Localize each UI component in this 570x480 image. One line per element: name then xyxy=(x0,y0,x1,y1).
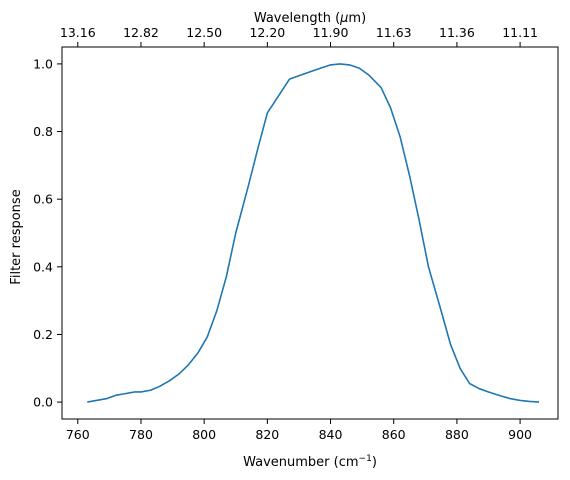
top-tick-label: 13.16 xyxy=(60,25,96,40)
y-tick-label: 0.8 xyxy=(33,124,53,139)
top-tick-label: 11.11 xyxy=(502,25,538,40)
top-tick-label: 12.20 xyxy=(249,25,285,40)
y-tick-label: 0.2 xyxy=(33,327,53,342)
x-tick-label: 880 xyxy=(445,427,469,442)
top-tick-label: 11.63 xyxy=(376,25,412,40)
x-axis-ticks: 760 780 800 820 840 860 880 900 xyxy=(66,419,532,442)
x-tick-label: 840 xyxy=(319,427,343,442)
x-tick-label: 900 xyxy=(508,427,532,442)
y-tick-label: 1.0 xyxy=(33,56,53,71)
x-tick-label: 860 xyxy=(382,427,406,442)
top-tick-label: 12.50 xyxy=(186,25,222,40)
top-tick-label: 11.90 xyxy=(313,25,349,40)
x-axis-label: Wavenumber (cm−1) xyxy=(243,454,377,470)
plot-frame xyxy=(61,46,559,420)
y-axis-label: Filter response xyxy=(9,189,24,284)
x-tick-label: 800 xyxy=(192,427,216,442)
y-tick-label: 0.6 xyxy=(33,192,53,207)
y-tick-label: 0.4 xyxy=(33,259,53,274)
y-axis-ticks: 0.0 0.2 0.4 0.6 0.8 1.0 xyxy=(33,56,62,410)
series-line xyxy=(87,63,540,403)
y-tick-label: 0.0 xyxy=(33,395,53,410)
top-tick-label: 12.82 xyxy=(123,25,159,40)
x-tick-label: 820 xyxy=(255,427,279,442)
x-tick-label: 780 xyxy=(129,427,153,442)
top-axis-ticks: 13.16 12.82 12.50 12.20 11.90 11.63 11.36 11.11 xyxy=(60,25,538,47)
top-axis-label: Wavelength (μm) xyxy=(254,11,366,26)
x-tick-label: 760 xyxy=(66,427,90,442)
top-tick-label: 11.36 xyxy=(439,25,475,40)
